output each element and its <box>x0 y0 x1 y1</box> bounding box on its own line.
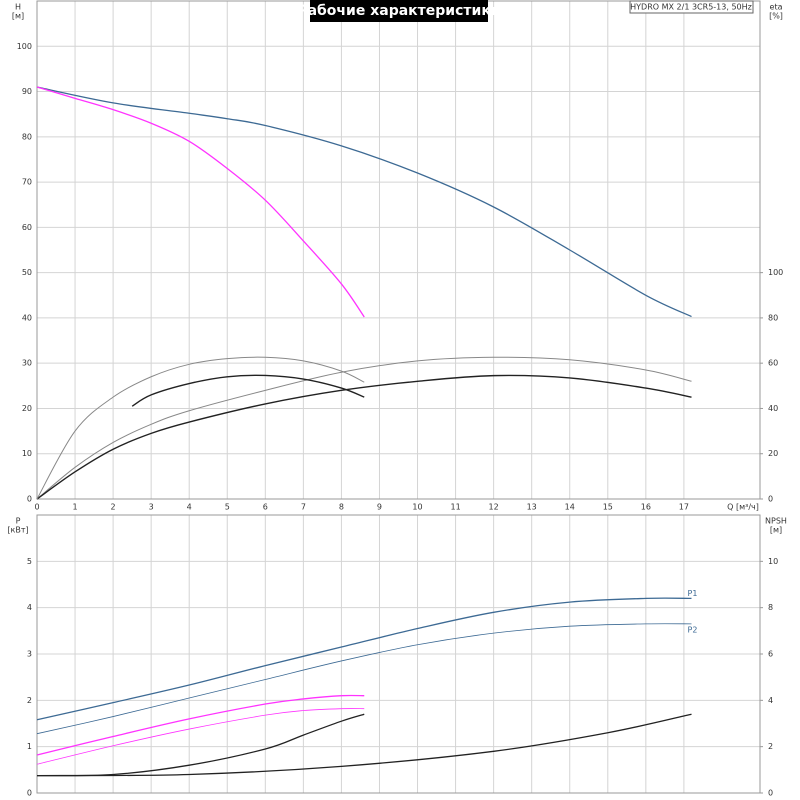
x-tick-label: 7 <box>301 503 306 512</box>
x-tick-label: 0 <box>34 503 39 512</box>
y2-tick-label: 20 <box>768 449 778 458</box>
curve <box>36 86 365 318</box>
model-label: HYDRO MX 2/1 3CR5-13, 50Hz <box>630 3 752 12</box>
y2-tick-label: 60 <box>768 359 778 368</box>
x-tick-label: 3 <box>149 503 154 512</box>
y2-axis-label: [%] <box>769 12 783 21</box>
y-axis-label: [кВт] <box>7 526 28 535</box>
curve-label: P1 <box>688 589 698 598</box>
x-tick-label: 4 <box>187 503 192 512</box>
y2-tick-label: 40 <box>768 404 778 413</box>
y-tick-label: 4 <box>27 603 32 612</box>
curve <box>36 374 692 500</box>
curve <box>36 694 365 756</box>
curve <box>131 374 365 407</box>
y-tick-label: 2 <box>27 696 32 705</box>
x-tick-label: 12 <box>489 503 499 512</box>
x-tick-label: 17 <box>679 503 689 512</box>
x-tick-label: 14 <box>565 503 575 512</box>
y-tick-label: 40 <box>22 313 32 322</box>
y-axis-label: [м] <box>12 12 24 21</box>
x-tick-label: 13 <box>527 503 537 512</box>
y2-tick-label: 0 <box>768 495 773 504</box>
y-tick-label: 60 <box>22 223 32 232</box>
x-tick-label: 15 <box>603 503 613 512</box>
x-tick-label: 6 <box>263 503 268 512</box>
x-tick-label: 11 <box>450 503 460 512</box>
y-tick-label: 3 <box>27 650 32 659</box>
y2-tick-label: 0 <box>768 789 773 798</box>
y2-tick-label: 2 <box>768 742 773 751</box>
title-box <box>310 0 488 22</box>
y2-tick-label: 100 <box>768 268 783 277</box>
plot-frame <box>36 0 761 500</box>
y-tick-label: 80 <box>22 132 32 141</box>
y-tick-label: 20 <box>22 404 32 413</box>
y2-tick-label: 8 <box>768 603 773 612</box>
y2-axis-label: [м] <box>770 526 782 535</box>
model-box <box>629 0 754 14</box>
y2-axis-label: eta <box>770 3 783 12</box>
y-tick-label: 1 <box>27 742 32 751</box>
y2-tick-label: 4 <box>768 696 773 705</box>
y2-tick-label: 80 <box>768 313 778 322</box>
y-axis-label: P <box>16 517 21 526</box>
y-tick-label: 0 <box>27 495 32 504</box>
curve <box>36 86 692 318</box>
curve <box>36 713 365 777</box>
curve <box>36 713 692 777</box>
y-tick-label: 90 <box>22 87 32 96</box>
y2-tick-label: 10 <box>768 557 778 566</box>
y-axis-label: H <box>15 3 21 12</box>
curve <box>36 356 692 500</box>
x-tick-label: 1 <box>73 503 78 512</box>
x-tick-label: 2 <box>111 503 116 512</box>
curve-label: P2 <box>688 625 698 634</box>
plot-frame <box>36 514 761 794</box>
chart-title: Рабочие характеристики <box>297 3 500 19</box>
curve <box>36 708 365 765</box>
x-tick-label: 16 <box>641 503 651 512</box>
curve <box>36 356 365 500</box>
x-tick-label: 5 <box>225 503 230 512</box>
x-axis-label: Q [м³/ч] <box>727 503 759 512</box>
y-tick-label: 50 <box>22 268 32 277</box>
y-tick-label: 30 <box>22 359 32 368</box>
y-tick-label: 0 <box>27 789 32 798</box>
curve <box>36 597 692 721</box>
y-tick-label: 10 <box>22 449 32 458</box>
y2-tick-label: 6 <box>768 650 773 659</box>
curve <box>36 623 692 735</box>
y-tick-label: 70 <box>22 178 32 187</box>
x-tick-label: 8 <box>339 503 344 512</box>
x-tick-label: 9 <box>377 503 382 512</box>
y2-axis-label: NPSH <box>765 517 787 526</box>
y-tick-label: 100 <box>17 42 32 51</box>
y-tick-label: 5 <box>27 557 32 566</box>
x-tick-label: 10 <box>412 503 422 512</box>
